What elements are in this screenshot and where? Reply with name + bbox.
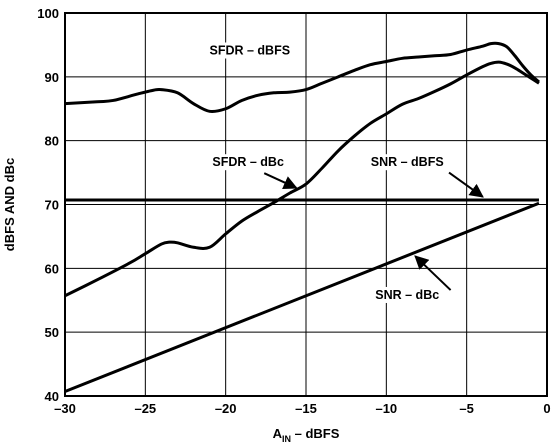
- series-layer: [64, 41, 540, 393]
- label-background: [206, 42, 294, 59]
- series-line-snr-dbc: [64, 201, 540, 393]
- x-tick-label: –25: [134, 401, 156, 416]
- y-axis-label: dBFS AND dBc: [2, 158, 17, 251]
- series-label-snr-dbc: SNR – dBc: [375, 288, 439, 302]
- y-tick-label: 100: [37, 6, 59, 21]
- pointer-arrow: [414, 255, 452, 291]
- x-axis-label-rest: – dBFS: [291, 426, 340, 441]
- y-tick-label: 70: [45, 198, 59, 213]
- x-tick-labels: –30 –25 –20 –15 –10 –5 0: [54, 401, 550, 416]
- annotation-layer: SFDR – dBFS SFDR – dBc SNR – dBFS SNR – dBc: [206, 42, 484, 303]
- y-tick-label: 40: [45, 389, 59, 404]
- x-tick-label: –20: [215, 401, 237, 416]
- y-tick-label: 50: [45, 325, 59, 340]
- y-tick-labels: 40 50 60 70 80 90 100: [37, 6, 59, 404]
- label-background: [367, 154, 447, 171]
- y-tick-label: 60: [45, 261, 59, 276]
- x-axis-label-main: A: [273, 426, 283, 441]
- x-tick-label: –15: [295, 401, 317, 416]
- series-label-sfdr-dbc: SFDR – dBc: [212, 155, 284, 169]
- x-tick-label: –10: [375, 401, 397, 416]
- x-axis-label: AIN – dBFS: [273, 426, 340, 444]
- series-label-sfdr-dbfs: SFDR – dBFS: [209, 43, 290, 57]
- y-tick-label: 80: [45, 134, 59, 149]
- series-label-snr-dbfs: SNR – dBFS: [371, 155, 444, 169]
- x-axis-label-subscript: IN: [282, 434, 291, 444]
- x-tick-label: 0: [543, 401, 550, 416]
- plot-frame: [64, 12, 548, 397]
- grid-lines: [65, 13, 547, 396]
- pointer-arrow: [448, 171, 484, 198]
- series-line-sfdr-dbfs: [64, 41, 540, 114]
- label-background: [209, 154, 287, 171]
- series-line-sfdr-dbc: [64, 60, 540, 298]
- label-background: [372, 286, 443, 303]
- pointer-arrow: [263, 172, 298, 190]
- x-tick-label: –30: [54, 401, 76, 416]
- y-tick-label: 90: [45, 70, 59, 85]
- x-tick-label: –5: [459, 401, 473, 416]
